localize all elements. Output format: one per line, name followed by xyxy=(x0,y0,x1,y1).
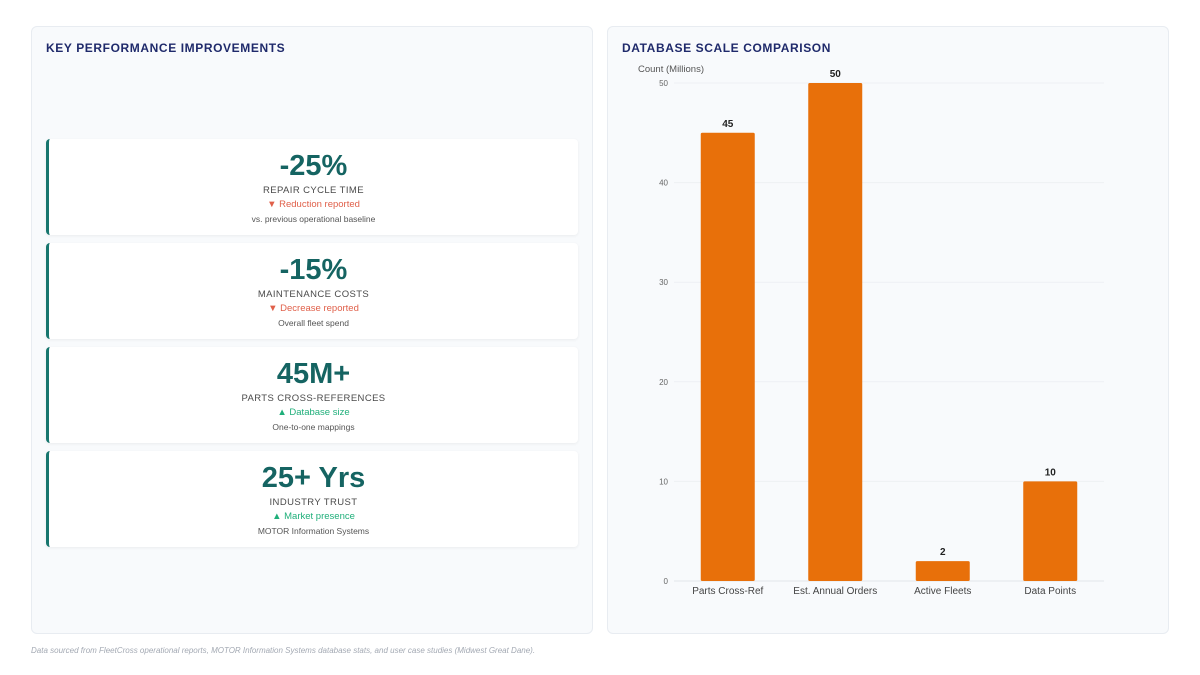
chart-panel: DATABASE SCALE COMPARISON Count (Million… xyxy=(607,26,1169,634)
bar-chart: Count (Millions) 0 10 20 30 40 50 45 Parts Cross… xyxy=(638,64,1104,597)
kpi-trend: ▲ Database size xyxy=(277,407,350,418)
x-tick-label: Parts Cross-Ref xyxy=(692,586,763,597)
kpi-value: -15% xyxy=(279,254,348,286)
footer-source-note: Data sourced from FleetCross operational… xyxy=(31,646,536,655)
bar-value-label: 45 xyxy=(722,119,734,130)
bar-value-label: 2 xyxy=(940,547,946,558)
kpi-note: Overall fleet spend xyxy=(278,318,349,328)
bar-value-label: 10 xyxy=(1045,467,1057,478)
bar xyxy=(1023,481,1078,581)
kpi-trend: ▼ Reduction reported xyxy=(267,199,360,210)
y-tick-label: 10 xyxy=(659,477,668,486)
kpi-label: REPAIR CYCLE TIME xyxy=(263,185,364,196)
y-tick-label: 20 xyxy=(659,378,668,387)
x-tick-label: Est. Annual Orders xyxy=(793,586,877,597)
kpi-label: INDUSTRY TRUST xyxy=(269,497,358,508)
y-tick-label: 40 xyxy=(659,179,668,188)
kpi-panel-title: KEY PERFORMANCE IMPROVEMENTS xyxy=(46,41,286,55)
y-tick-label: 30 xyxy=(659,278,668,287)
kpi-value: 45M+ xyxy=(276,358,351,390)
kpi-label: PARTS CROSS-REFERENCES xyxy=(241,393,386,404)
y-tick-label: 0 xyxy=(664,577,669,586)
x-tick-label: Active Fleets xyxy=(914,586,971,597)
kpi-note: MOTOR Information Systems xyxy=(257,526,370,536)
kpi-value: 25+ Yrs xyxy=(261,462,366,494)
y-axis-label: Count (Millions) xyxy=(638,64,704,75)
x-tick-label: Data Points xyxy=(1024,586,1076,597)
kpi-trend: ▼ Decrease reported xyxy=(268,303,359,314)
chart-title: DATABASE SCALE COMPARISON xyxy=(622,41,832,55)
kpi-value: -25% xyxy=(279,150,348,182)
kpi-card-industry-trust: 25+ Yrs INDUSTRY TRUST ▲ Market presence… xyxy=(46,451,578,547)
kpi-trend: ▲ Market presence xyxy=(272,511,355,522)
kpi-card-repair-cycle: -25% REPAIR CYCLE TIME ▼ Reduction repor… xyxy=(46,139,578,235)
kpi-card-maintenance-costs: -15% MAINTENANCE COSTS ▼ Decrease report… xyxy=(46,243,578,339)
kpi-panel: KEY PERFORMANCE IMPROVEMENTS -25% REPAIR… xyxy=(31,26,593,634)
kpi-card-parts-cross-references: 45M+ PARTS CROSS-REFERENCES ▲ Database s… xyxy=(46,347,578,443)
bar xyxy=(808,83,863,581)
kpi-label: MAINTENANCE COSTS xyxy=(257,289,370,300)
y-tick-label: 50 xyxy=(659,79,668,88)
bar-value-label: 50 xyxy=(830,69,842,80)
kpi-note: vs. previous operational baseline xyxy=(251,214,376,224)
bar xyxy=(915,561,970,581)
kpi-note: One-to-one mappings xyxy=(272,422,355,432)
bar xyxy=(700,132,755,582)
